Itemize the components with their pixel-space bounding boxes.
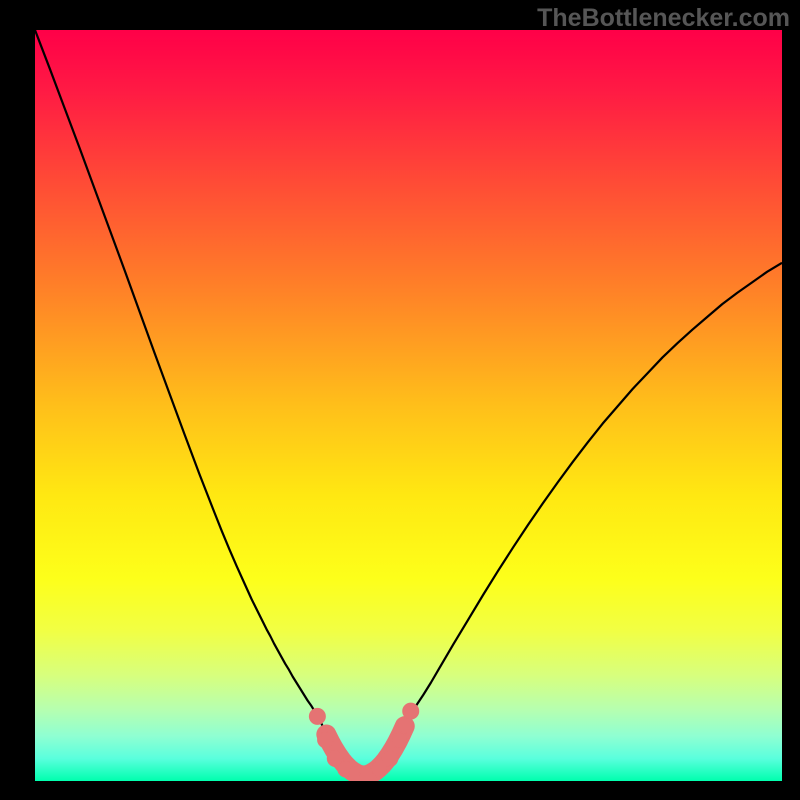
data-marker (318, 732, 334, 748)
plot-svg (35, 30, 782, 781)
data-marker (398, 717, 414, 733)
watermark-text: TheBottlenecker.com (537, 4, 790, 33)
data-marker (403, 703, 419, 719)
plot-background (35, 30, 782, 781)
data-marker (309, 708, 325, 724)
data-marker (382, 750, 398, 766)
plot-area (35, 30, 782, 781)
data-marker (392, 732, 408, 748)
